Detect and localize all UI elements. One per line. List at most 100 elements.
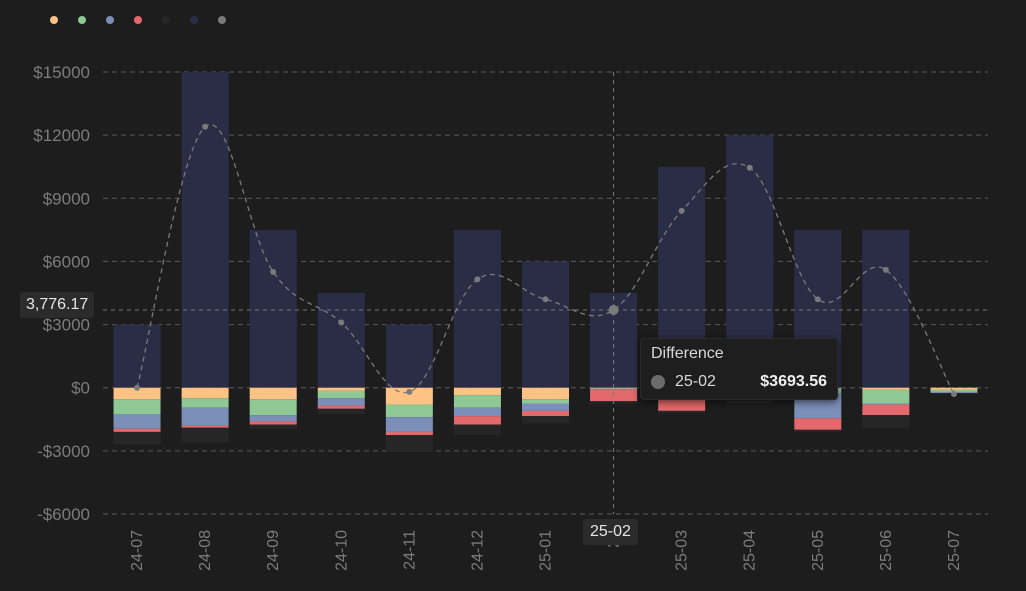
x-tick-label: 24-09 — [265, 530, 282, 571]
bar-income — [385, 324, 433, 388]
bar-expense-2 — [453, 407, 501, 417]
tooltip-marker-icon — [651, 375, 665, 389]
difference-point — [338, 319, 345, 326]
bar-expense-0 — [453, 387, 501, 396]
bar-expense-3 — [522, 410, 569, 417]
x-tick-label: 24-12 — [469, 530, 486, 571]
bar-expense-4 — [862, 415, 910, 428]
y-tick-label: $12000 — [33, 126, 90, 145]
bar-expense-2 — [249, 415, 297, 422]
bar-expense-3 — [113, 428, 161, 432]
bar-expense-0 — [522, 387, 569, 400]
y-tick-label: $9000 — [43, 189, 90, 208]
bar-expense-4 — [181, 427, 229, 443]
x-tick-label: 25-04 — [742, 530, 759, 571]
x-tick-label: 24-11 — [401, 530, 418, 570]
y-tick-label: $6000 — [43, 252, 90, 271]
bar-expense-2 — [385, 417, 433, 432]
bar-expense-0 — [113, 387, 161, 400]
bar-expense-2 — [862, 403, 910, 405]
x-axis-ticks: 24-0724-0824-0924-1024-1124-1225-012525-… — [129, 530, 963, 571]
bar-income — [522, 261, 569, 388]
bar-expense-1 — [181, 398, 229, 408]
difference-point — [950, 391, 957, 398]
x-tick-label: 25-05 — [810, 530, 827, 571]
bar-expense-4 — [113, 431, 161, 445]
bar-expense-4 — [453, 424, 501, 436]
bar-expense-1 — [249, 399, 297, 416]
bar-expense-3 — [794, 418, 842, 430]
tooltip-series-name: 25-02 — [675, 373, 716, 390]
tooltip: Difference 25-02 $3693.56 — [640, 338, 838, 400]
bar-expense-1 — [385, 404, 433, 418]
y-axis-pointer-label: 3,776.17 — [20, 292, 95, 318]
y-tick-label: -$6000 — [37, 505, 90, 524]
bar-expense-4 — [522, 416, 569, 424]
y-tick-label: $15000 — [33, 63, 90, 82]
axis-pointer — [103, 72, 988, 514]
bar-expense-2 — [181, 407, 229, 426]
legend — [50, 16, 226, 24]
legend-dot-0[interactable] — [50, 16, 58, 24]
x-tick-label: 25-06 — [878, 530, 895, 571]
x-tick-label: 25-07 — [946, 530, 963, 571]
bar-income — [862, 229, 910, 388]
legend-dot-4[interactable] — [162, 16, 170, 24]
bar-expense-1 — [453, 395, 501, 408]
bar-expense-0 — [590, 387, 638, 389]
legend-dot-6[interactable] — [218, 16, 226, 24]
bar-expense-3 — [317, 405, 365, 409]
bar-expense-0 — [249, 387, 297, 400]
bar-expense-4 — [658, 410, 706, 413]
bar-expense-1 — [930, 389, 978, 392]
legend-dot-2[interactable] — [106, 16, 114, 24]
tooltip-title: Difference — [651, 345, 724, 362]
difference-point — [474, 276, 481, 283]
difference-point — [542, 296, 549, 303]
x-tick-label: 25-03 — [674, 530, 691, 571]
difference-point — [882, 266, 889, 273]
x-tick-label: 24-10 — [333, 530, 350, 571]
bar-expense-3 — [658, 397, 706, 411]
bar-expense-2 — [113, 414, 161, 429]
bar-expense-0 — [317, 387, 365, 391]
difference-line — [134, 123, 957, 398]
bar-expense-4 — [794, 429, 842, 432]
legend-dot-1[interactable] — [78, 16, 86, 24]
y-tick-label: $3000 — [43, 316, 90, 335]
bar-expense-0 — [385, 387, 433, 405]
difference-point — [678, 207, 685, 214]
bar-expense-1 — [317, 390, 365, 399]
difference-point — [406, 388, 413, 395]
bar-expense-4 — [317, 408, 365, 415]
bar-expense-0 — [930, 387, 978, 390]
difference-line-path — [136, 123, 955, 395]
bar-expense-1 — [590, 388, 638, 389]
bar-income — [317, 293, 365, 388]
y-axis-ticks: -$6000 -$3000 $0 $3000 $6000 $9000 $12000 $1500… — [33, 63, 90, 524]
bar-expense-3 — [862, 404, 910, 416]
bar-income — [113, 324, 161, 388]
bar-expense-1 — [113, 399, 161, 415]
legend-dot-5[interactable] — [190, 16, 198, 24]
bar-expense-1 — [862, 389, 910, 404]
legend-dot-3[interactable] — [134, 16, 142, 24]
tooltip-value: $3693.56 — [760, 373, 827, 390]
bar-expense-2 — [522, 403, 569, 411]
bar-income — [249, 229, 297, 388]
x-tick-label: 24-07 — [129, 530, 146, 571]
bar-expense-2 — [317, 398, 365, 406]
x-axis-pointer-label: 25-02 — [583, 519, 638, 545]
bar-expense-4 — [385, 435, 433, 452]
difference-point — [134, 384, 141, 391]
bar-expense-0 — [181, 387, 229, 399]
difference-point — [608, 304, 619, 315]
x-tick-label: 25-01 — [538, 530, 555, 571]
bar-expense-3 — [249, 421, 297, 425]
bar-expense-1 — [522, 399, 569, 404]
bar-expense-3 — [453, 416, 501, 425]
y-tick-label: $0 — [71, 379, 90, 398]
bar-income — [453, 229, 501, 388]
tooltip-row: 25-02 $3693.56 — [651, 373, 827, 391]
